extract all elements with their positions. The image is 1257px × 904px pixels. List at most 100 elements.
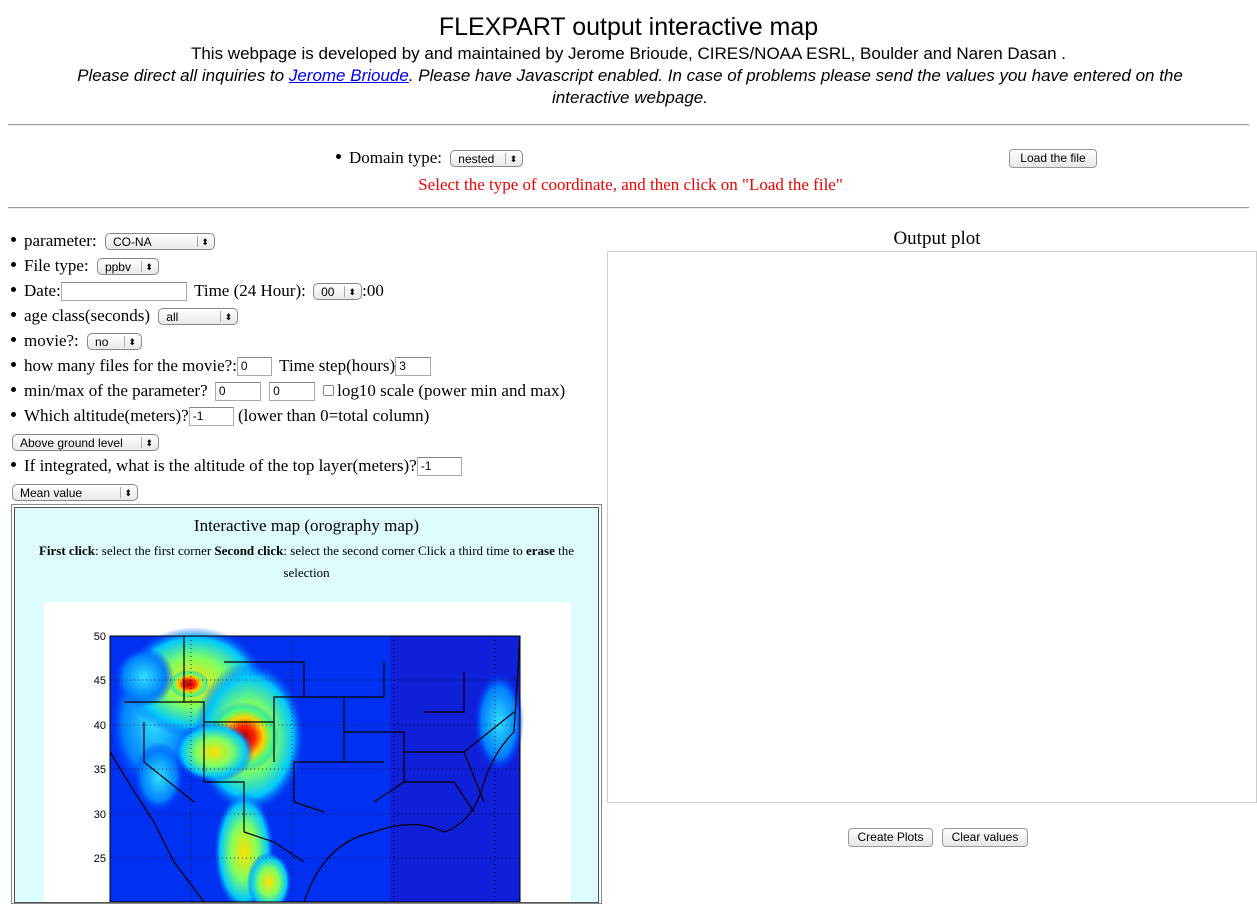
load-notice: Select the type of coordinate, and then … — [418, 175, 843, 194]
stat-row: Mean value ⬍ — [12, 480, 138, 502]
interactive-map-inner: Interactive map (orography map) First cl… — [14, 507, 599, 903]
y-tick-label: 30 — [94, 809, 106, 821]
y-tick-label: 45 — [94, 675, 106, 687]
altitude-note: (lower than 0=total column) — [237, 406, 430, 426]
updown-arrow-icon: ⬍ — [145, 261, 153, 272]
erase-text: the selection — [283, 543, 575, 580]
bullet-icon — [11, 337, 16, 343]
domain-row: Domain type: nested ⬍ — [333, 146, 524, 168]
movie-row: movie?: no ⬍ — [8, 329, 143, 351]
integrated-row: If integrated, what is the altitude of t… — [8, 454, 462, 476]
altitude-label: Which altitude(meters)? — [24, 406, 189, 426]
second-click-label: Second click — [214, 543, 284, 558]
bullet-icon — [11, 462, 16, 468]
age-select[interactable]: all ⬍ — [158, 307, 239, 325]
bullet-icon — [11, 262, 16, 268]
age-row: age class(seconds) all ⬍ — [8, 304, 239, 326]
map-title: Interactive map (orography map) — [193, 516, 420, 535]
minmax-row: min/max of the parameter? 0 0 log10 scale… — [8, 379, 565, 401]
movie-label: movie?: — [24, 331, 79, 351]
output-plot-title: Output plot — [893, 228, 981, 249]
bullet-icon — [11, 362, 16, 368]
domain-select[interactable]: nested ⬍ — [450, 149, 524, 167]
contact-link[interactable]: Jerome Brioude — [288, 66, 409, 85]
filetype-select-value: ppbv — [104, 259, 131, 274]
load-file-button[interactable]: Load the file — [1009, 149, 1097, 168]
y-tick-label: 40 — [94, 720, 106, 732]
divider-top — [8, 124, 1249, 126]
max-input[interactable]: 0 — [269, 381, 316, 401]
updown-arrow-icon: ⬍ — [128, 336, 137, 347]
stat-select[interactable]: Mean value ⬍ — [12, 483, 138, 501]
erase-label: erase — [526, 543, 555, 558]
bullet-icon — [336, 154, 341, 160]
filetype-row: File type: ppbv ⬍ — [8, 254, 159, 276]
filetype-select[interactable]: ppbv ⬍ — [96, 257, 159, 275]
updown-arrow-icon: ⬍ — [348, 286, 357, 297]
date-label: Date: — [24, 281, 61, 301]
updown-arrow-icon: ⬍ — [201, 236, 209, 247]
filetype-label: File type: — [24, 256, 89, 276]
inquiries-note: Please direct all inquiries to Jerome Br… — [40, 65, 1220, 109]
integrated-label: If integrated, what is the altitude of t… — [24, 456, 417, 476]
movie-select-value: no — [95, 334, 109, 349]
updown-arrow-icon: ⬍ — [509, 153, 518, 164]
map-instructions: First click: select the first corner Sec… — [25, 540, 588, 584]
first-click-text: : select the first corner — [94, 543, 215, 558]
inquiries-suffix: . Please have Javascript enabled. In cas… — [408, 66, 1183, 107]
level-select-value: Above ground level — [20, 435, 123, 450]
output-plot-area — [607, 251, 1257, 803]
bullet-icon — [11, 287, 16, 293]
y-tick-label: 35 — [94, 764, 106, 776]
interactive-map-panel: Interactive map (orography map) First cl… — [11, 504, 602, 904]
parameter-row: parameter: CO-NA ⬍ — [8, 229, 215, 251]
bullet-icon — [11, 412, 16, 418]
time-select[interactable]: 00 ⬍ — [313, 282, 363, 300]
level-row: Above ground level ⬍ — [12, 430, 159, 452]
log10-checkbox[interactable] — [323, 384, 335, 396]
updown-arrow-icon: ⬍ — [145, 437, 153, 448]
time-label: Time (24 Hour): — [194, 281, 306, 301]
date-row: Date: Time (24 Hour): 00 ⬍ :00 — [8, 279, 384, 301]
time-suffix: :00 — [362, 281, 384, 301]
updown-arrow-icon: ⬍ — [224, 311, 233, 322]
parameter-select-value: CO-NA — [112, 234, 152, 249]
altitude-input[interactable]: -1 — [188, 406, 234, 426]
parameter-label: parameter: — [24, 231, 97, 251]
developer-credit: This webpage is developed by and maintai… — [190, 44, 1067, 63]
parameter-select[interactable]: CO-NA ⬍ — [104, 232, 215, 250]
first-click-label: First click — [38, 543, 95, 558]
time-select-value: 00 — [321, 284, 335, 299]
divider-middle — [8, 207, 1249, 209]
y-tick-label: 50 — [94, 631, 106, 643]
age-label: age class(seconds) — [24, 306, 151, 326]
updown-arrow-icon: ⬍ — [124, 487, 132, 498]
orography-map[interactable]: 50 45 40 35 30 25 — [44, 602, 571, 902]
map-y-ticks: 50 45 40 35 30 25 — [94, 631, 106, 865]
timestep-label: Time step(hours) — [279, 356, 396, 376]
page-title: FLEXPART output interactive map — [438, 13, 819, 41]
movie-select[interactable]: no ⬍ — [87, 332, 143, 350]
bullet-icon — [11, 237, 16, 243]
integrated-input[interactable]: -1 — [416, 456, 462, 476]
clear-values-button[interactable]: Clear values — [942, 828, 1028, 847]
stat-select-value: Mean value — [20, 485, 83, 500]
inquiries-prefix: Please direct all inquiries to — [77, 66, 289, 85]
files-input[interactable]: 0 — [236, 356, 272, 376]
second-click-text: : select the second corner Click a third… — [283, 543, 526, 558]
age-select-value: all — [166, 309, 179, 324]
domain-select-value: nested — [458, 151, 495, 166]
movie-files-row: how many files for the movie?: 0 Time ste… — [8, 354, 432, 376]
min-input[interactable]: 0 — [214, 381, 261, 401]
date-input[interactable] — [60, 281, 187, 301]
domain-label: Domain type: — [349, 148, 443, 168]
minmax-label: min/max of the parameter? — [24, 381, 208, 401]
bullet-icon — [11, 312, 16, 318]
altitude-row: Which altitude(meters)? -1 (lower than 0=… — [8, 404, 429, 426]
log10-label: log10 scale (power min and max) — [337, 381, 566, 401]
create-plots-button[interactable]: Create Plots — [848, 828, 933, 847]
level-select[interactable]: Above ground level ⬍ — [12, 433, 159, 451]
bullet-icon — [11, 387, 16, 393]
timestep-input[interactable]: 3 — [395, 356, 432, 376]
files-label: how many files for the movie?: — [24, 356, 237, 376]
